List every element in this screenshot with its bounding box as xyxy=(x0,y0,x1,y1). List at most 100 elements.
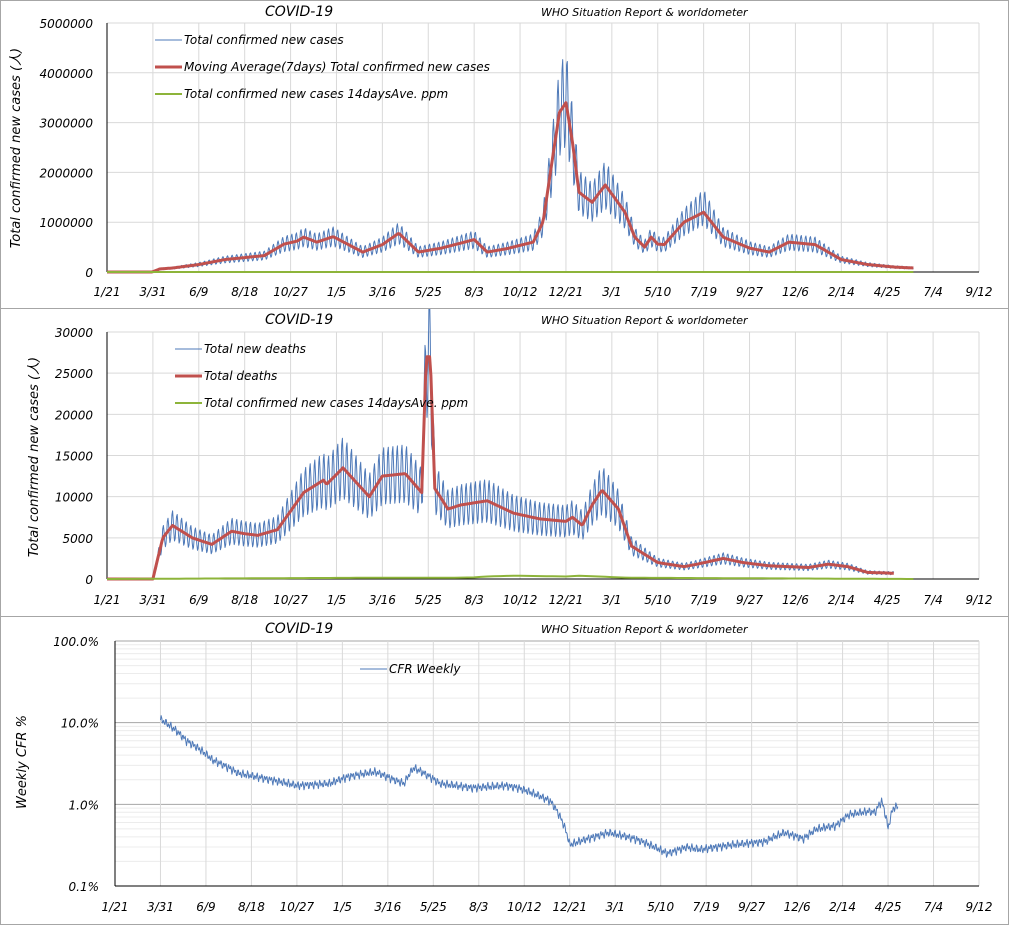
y-tick-label: 5000000 xyxy=(40,17,94,31)
series-line-1 xyxy=(107,59,914,273)
x-tick-label: 5/25 xyxy=(420,900,447,914)
legend-label: Total new deaths xyxy=(204,342,306,356)
x-tick-label: 2/14 xyxy=(828,285,855,299)
x-tick-label: 8/18 xyxy=(238,900,265,914)
y-axis-label: Total confirmed new cases (人) xyxy=(27,357,42,557)
y-tick-label: 0.1% xyxy=(69,880,100,894)
x-tick-label: 10/12 xyxy=(507,900,542,914)
x-tick-label: 5/10 xyxy=(644,593,671,607)
y-tick-label: 2000000 xyxy=(40,166,94,180)
x-tick-label: 9/12 xyxy=(966,900,993,914)
x-tick-label: 6/9 xyxy=(189,593,208,607)
y-tick-label: 5000 xyxy=(62,532,93,546)
y-tick-label: 30000 xyxy=(55,326,94,340)
x-tick-label: 7/19 xyxy=(693,900,720,914)
cases-chart: 0 1000000 2000000 3000000 4000000 5000000 1/21… xyxy=(9,4,993,299)
x-tick-label: 3/1 xyxy=(602,285,621,299)
chart-title: COVID-19 xyxy=(265,621,333,637)
legend-label: Total confirmed new cases xyxy=(184,33,344,47)
x-tick-label: 10/12 xyxy=(503,285,538,299)
x-tick-label: 3/16 xyxy=(369,593,396,607)
x-tick-label: 3/31 xyxy=(139,593,166,607)
y-tick-label: 10000 xyxy=(55,491,94,505)
x-tick-label: 6/9 xyxy=(189,285,208,299)
x-tick-label: 10/27 xyxy=(280,900,315,914)
series-line-2 xyxy=(106,101,914,274)
x-tick-label: 7/19 xyxy=(690,285,717,299)
x-tick-label: 4/25 xyxy=(874,285,901,299)
x-tick-label: 7/19 xyxy=(690,593,717,607)
x-tick-label: 4/25 xyxy=(874,593,901,607)
y-tick-label: 1.0% xyxy=(69,798,100,812)
x-tick-label: 6/9 xyxy=(196,900,215,914)
y-tick-label: 0 xyxy=(85,266,93,280)
x-tick-label: 1/21 xyxy=(94,593,121,607)
x-tick-label: 4/25 xyxy=(875,900,902,914)
x-tick-label: 7/4 xyxy=(923,593,942,607)
x-tick-label: 5/25 xyxy=(415,285,442,299)
panel-divider xyxy=(0,616,1009,617)
cfr-chart: 0.1% 1.0% 10.0% 100.0% 1/21 3/31 6/9 8/18 10/27 1… xyxy=(15,621,993,914)
legend-label: CFR Weekly xyxy=(389,662,461,676)
x-tick-label: 1/5 xyxy=(327,593,346,607)
series-line-3 xyxy=(107,574,914,580)
x-tick-label: 5/25 xyxy=(415,593,442,607)
x-tick-label: 10/12 xyxy=(503,593,538,607)
series-line-1 xyxy=(107,309,895,580)
x-tick-label: 1/21 xyxy=(102,900,129,914)
chart-subtitle: WHO Situation Report & worldometer xyxy=(541,6,749,19)
x-tick-label: 12/6 xyxy=(782,593,809,607)
x-tick-label: 7/4 xyxy=(923,285,942,299)
x-tick-label: 5/10 xyxy=(644,285,671,299)
series-line-2 xyxy=(106,355,894,581)
x-tick-label: 12/21 xyxy=(549,593,584,607)
chart-subtitle: WHO Situation Report & worldometer xyxy=(541,623,749,636)
y-tick-label: 20000 xyxy=(55,408,94,422)
x-tick-label: 9/27 xyxy=(736,593,763,607)
chart-title: COVID-19 xyxy=(265,312,333,328)
x-tick-label: 1/5 xyxy=(333,900,352,914)
x-tick-label: 9/27 xyxy=(736,285,763,299)
x-tick-label: 12/21 xyxy=(549,285,584,299)
x-tick-label: 5/10 xyxy=(647,900,674,914)
y-tick-label: 25000 xyxy=(55,367,94,381)
x-tick-label: 9/12 xyxy=(966,285,993,299)
y-tick-label: 100.0% xyxy=(53,635,99,649)
x-tick-label: 10/27 xyxy=(273,593,308,607)
panel-divider xyxy=(0,308,1009,309)
deaths-chart: 0 5000 10000 15000 20000 25000 30000 1/21 3/31 6/… xyxy=(27,309,993,607)
x-tick-label: 9/12 xyxy=(966,593,993,607)
chart-title: COVID-19 xyxy=(265,4,333,20)
x-tick-label: 8/18 xyxy=(231,285,258,299)
x-tick-label: 2/14 xyxy=(828,593,855,607)
x-tick-label: 3/31 xyxy=(147,900,174,914)
legend-label: Total confirmed new cases 14daysAve. ppm xyxy=(204,396,468,410)
y-tick-label: 0 xyxy=(85,573,93,587)
chart-subtitle: WHO Situation Report & worldometer xyxy=(541,314,749,327)
x-tick-label: 1/21 xyxy=(94,285,121,299)
x-tick-label: 9/27 xyxy=(738,900,765,914)
x-tick-label: 8/3 xyxy=(465,593,484,607)
y-tick-label: 1000000 xyxy=(40,216,94,230)
y-tick-label: 15000 xyxy=(55,450,94,464)
y-axis-label: Weekly CFR % xyxy=(15,715,30,809)
x-tick-label: 3/1 xyxy=(606,900,625,914)
y-tick-label: 10.0% xyxy=(61,717,99,731)
x-tick-label: 12/6 xyxy=(782,285,809,299)
series-line-1 xyxy=(160,715,899,858)
x-tick-label: 8/3 xyxy=(465,285,484,299)
x-tick-label: 3/16 xyxy=(369,285,396,299)
x-tick-label: 2/14 xyxy=(829,900,856,914)
x-tick-label: 3/16 xyxy=(374,900,401,914)
y-axis-label: Total confirmed new cases (人) xyxy=(9,48,24,248)
x-tick-label: 10/27 xyxy=(273,285,308,299)
x-tick-label: 1/5 xyxy=(327,285,346,299)
legend-label: Total deaths xyxy=(204,369,277,383)
x-tick-label: 3/31 xyxy=(139,285,166,299)
x-tick-label: 8/18 xyxy=(231,593,258,607)
x-tick-label: 3/1 xyxy=(602,593,621,607)
x-tick-label: 8/3 xyxy=(469,900,488,914)
legend-label: Moving Average(7days) Total confirmed ne… xyxy=(184,60,490,74)
y-tick-label: 3000000 xyxy=(40,117,94,131)
legend-label: Total confirmed new cases 14daysAve. ppm xyxy=(184,87,448,101)
